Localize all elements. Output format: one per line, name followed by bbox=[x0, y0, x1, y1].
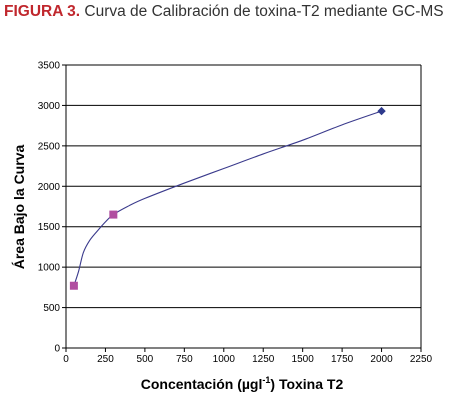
x-tick-label-1750: 1750 bbox=[331, 354, 354, 365]
axes bbox=[65, 65, 422, 352]
figure-caption: FIGURA 3. Curva de Calibración de toxina… bbox=[4, 2, 444, 22]
gridlines bbox=[62, 64, 421, 349]
calibration-curve bbox=[73, 110, 382, 286]
x-tick-label-250: 250 bbox=[97, 354, 114, 365]
data-point-3 bbox=[377, 106, 386, 116]
figure-title: Curva de Calibración de toxina-T2 median… bbox=[84, 3, 444, 20]
x-axis-title-superscript: -1 bbox=[262, 375, 270, 385]
x-tick-label-0: 0 bbox=[63, 354, 69, 365]
y-tick-label-0: 0 bbox=[54, 344, 60, 355]
y-tick-label-2500: 2500 bbox=[38, 141, 61, 152]
figure-number: FIGURA 3. bbox=[4, 3, 81, 20]
y-tick-label-500: 500 bbox=[43, 303, 60, 314]
y-axis-title: Área Bajo la Curva bbox=[11, 145, 27, 270]
x-tick-label-2000: 2000 bbox=[370, 354, 393, 365]
data-points bbox=[69, 106, 386, 290]
x-tick-label-1000: 1000 bbox=[213, 354, 236, 365]
y-tick-label-2000: 2000 bbox=[38, 182, 61, 193]
y-tick-label-3000: 3000 bbox=[38, 101, 61, 112]
x-axis-title-main: Concentación (µgl bbox=[141, 376, 263, 392]
data-point-2 bbox=[109, 210, 118, 219]
x-tick-label-1250: 1250 bbox=[252, 354, 275, 365]
y-tick-labels: 0 500 1000 1500 2000 2500 3000 3500 bbox=[38, 61, 61, 355]
y-tick-label-1500: 1500 bbox=[38, 222, 61, 233]
x-tick-labels: 0 250 500 750 1000 1250 1500 1750 2000 2250 bbox=[63, 354, 432, 365]
x-tick-label-2250: 2250 bbox=[410, 354, 433, 365]
x-axis-title-tail: ) Toxina T2 bbox=[270, 376, 343, 392]
x-tick-label-750: 750 bbox=[176, 354, 193, 365]
x-tick-label-500: 500 bbox=[137, 354, 154, 365]
y-tick-label-1000: 1000 bbox=[38, 263, 61, 274]
x-axis-title: Concentación (µgl-1) Toxina T2 bbox=[141, 375, 344, 392]
y-tick-label-3500: 3500 bbox=[38, 61, 61, 72]
x-tick-label-1500: 1500 bbox=[292, 354, 315, 365]
data-point-1 bbox=[69, 281, 78, 290]
